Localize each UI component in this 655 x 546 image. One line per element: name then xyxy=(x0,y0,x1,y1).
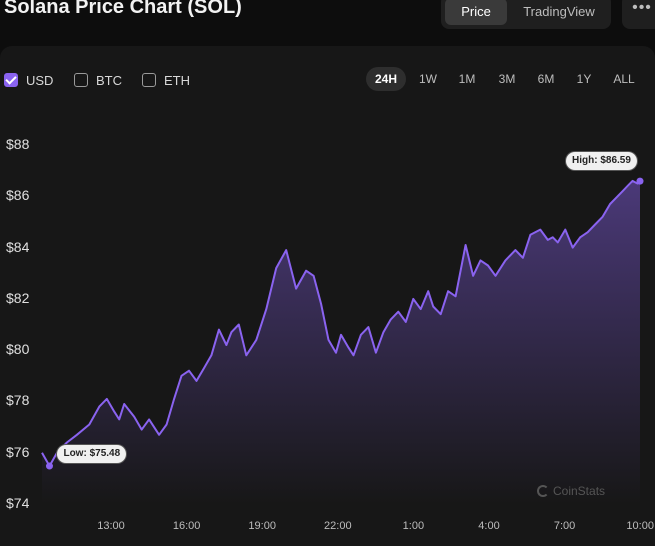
currency-btc-label: BTC xyxy=(96,72,122,88)
high-point-marker xyxy=(636,177,644,185)
checkbox-checked-icon[interactable] xyxy=(4,73,18,87)
x-tick-label: 22:00 xyxy=(324,520,352,532)
range-all[interactable]: ALL xyxy=(613,72,635,86)
range-3m[interactable]: 3M xyxy=(498,72,516,86)
x-tick-label: 16:00 xyxy=(172,520,201,532)
tab-price[interactable]: Price xyxy=(445,0,507,25)
low-price-callout: Low: $75.48 xyxy=(57,445,127,464)
watermark: CoinStats xyxy=(537,484,605,498)
x-tick-label: 10:00 xyxy=(626,520,654,532)
coinstats-logo-icon xyxy=(537,485,549,497)
price-area xyxy=(42,180,640,504)
price-line xyxy=(41,179,641,467)
range-24h[interactable]: 24H xyxy=(366,67,406,91)
currency-eth-label: ETH xyxy=(164,72,190,88)
low-point-marker xyxy=(45,462,53,470)
y-tick-label: $86 xyxy=(6,187,30,204)
y-tick-label: $88 xyxy=(6,136,30,152)
page-title: Solana Price Chart (SOL) xyxy=(4,0,242,18)
x-tick-label: 1:00 xyxy=(402,520,425,532)
range-1y[interactable]: 1Y xyxy=(576,72,592,86)
y-tick-label: $78 xyxy=(6,392,30,409)
x-tick-label: 13:00 xyxy=(97,520,125,532)
y-tick-label: $82 xyxy=(6,289,30,306)
x-tick-label: 4:00 xyxy=(478,520,500,532)
view-toggle: Price TradingView xyxy=(441,0,611,29)
more-dots-icon[interactable]: ••• xyxy=(622,0,655,29)
currency-eth[interactable]: ETH xyxy=(142,70,190,90)
range-6m[interactable]: 6M xyxy=(537,72,555,86)
y-tick-label: $74 xyxy=(6,495,30,511)
y-tick-label: $84 xyxy=(6,238,30,255)
currency-btc[interactable]: BTC xyxy=(74,70,122,90)
checkbox-icon[interactable] xyxy=(74,73,88,87)
x-tick-label: 7:00 xyxy=(553,520,576,532)
watermark-text: CoinStats xyxy=(553,484,606,498)
currency-usd-label: USD xyxy=(26,72,54,88)
x-tick-label: 19:00 xyxy=(248,520,276,532)
tab-tradingview[interactable]: TradingView xyxy=(523,4,595,19)
checkbox-icon[interactable] xyxy=(142,73,156,87)
range-1w[interactable]: 1W xyxy=(419,72,437,86)
currency-usd[interactable]: USD xyxy=(4,70,53,90)
y-tick-label: $80 xyxy=(6,341,30,358)
high-price-callout: High: $86.59 xyxy=(566,152,637,171)
y-tick-label: $76 xyxy=(6,443,30,460)
range-1m[interactable]: 1M xyxy=(458,72,476,86)
